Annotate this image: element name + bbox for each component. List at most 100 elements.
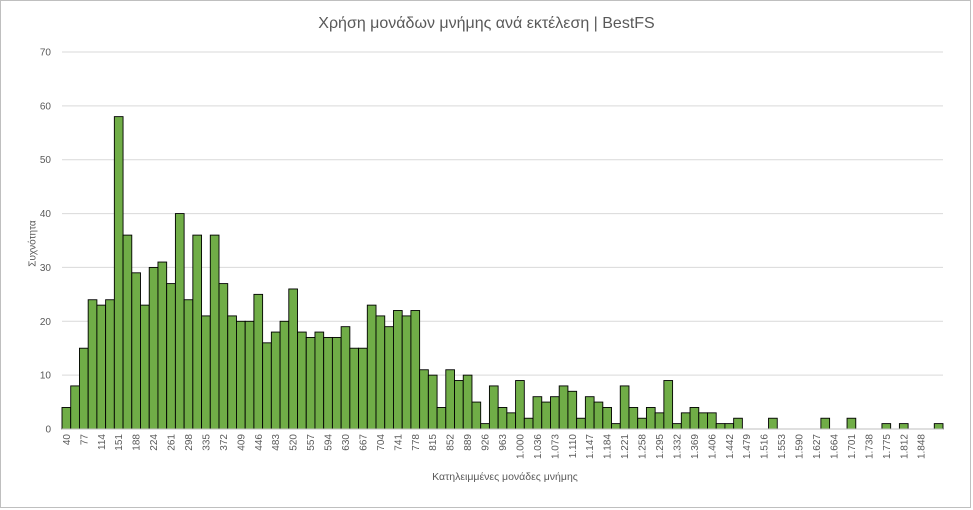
histogram-bar bbox=[645, 407, 656, 430]
x-tick-label: 1.369 bbox=[690, 434, 701, 459]
histogram-bar bbox=[148, 266, 159, 430]
histogram-bar bbox=[933, 423, 944, 430]
histogram-bar bbox=[122, 234, 133, 430]
x-tick-label: 40 bbox=[62, 434, 73, 446]
histogram-bar bbox=[366, 304, 377, 430]
histogram-bar bbox=[209, 234, 220, 430]
histogram-bar bbox=[105, 299, 115, 430]
histogram-bar bbox=[680, 412, 691, 430]
histogram-bar bbox=[419, 369, 429, 430]
x-tick-label: 1.147 bbox=[585, 434, 596, 459]
x-tick-label: 409 bbox=[236, 434, 247, 451]
histogram-bar bbox=[550, 396, 560, 430]
histogram-bar bbox=[410, 310, 421, 430]
x-tick-label: 1.295 bbox=[655, 434, 666, 459]
histogram-bar bbox=[436, 407, 447, 430]
histogram-bar bbox=[602, 407, 612, 430]
y-tick-label: 30 bbox=[40, 263, 52, 274]
x-tick-label: 1.553 bbox=[777, 434, 788, 459]
histogram-bar bbox=[454, 380, 464, 430]
histogram-bar bbox=[358, 347, 368, 430]
histogram-bar bbox=[218, 283, 229, 430]
histogram-bar bbox=[523, 417, 534, 430]
x-tick-label: 557 bbox=[306, 434, 317, 451]
histogram-bar bbox=[593, 401, 604, 430]
histogram-bar bbox=[541, 401, 551, 430]
x-tick-label: 298 bbox=[184, 434, 195, 451]
histogram-bar bbox=[480, 423, 490, 430]
histogram-bar bbox=[183, 299, 194, 430]
histogram-bar bbox=[715, 423, 726, 430]
x-tick-label: 1.332 bbox=[672, 434, 683, 459]
histogram-bar bbox=[532, 396, 543, 430]
histogram-bar bbox=[611, 423, 621, 430]
histogram-bar bbox=[471, 401, 482, 430]
histogram-bar bbox=[488, 385, 499, 430]
histogram-bar bbox=[262, 342, 272, 430]
x-tick-label: 1.258 bbox=[638, 434, 649, 459]
x-tick-label: 594 bbox=[324, 434, 335, 451]
y-tick-label: 20 bbox=[40, 317, 52, 328]
histogram-bar bbox=[698, 412, 708, 430]
y-tick-label: 10 bbox=[40, 371, 52, 382]
histogram-bar bbox=[305, 336, 316, 430]
x-tick-label: 630 bbox=[341, 434, 352, 451]
histogram-bar bbox=[898, 423, 909, 430]
histogram-bar bbox=[288, 288, 298, 430]
histogram-bar bbox=[375, 315, 386, 430]
x-tick-label: 1.848 bbox=[917, 434, 928, 459]
histogram-bar bbox=[497, 407, 508, 430]
histogram-bar bbox=[445, 369, 455, 430]
x-tick-label: 1.073 bbox=[550, 434, 561, 459]
histogram-bar bbox=[253, 293, 264, 430]
histogram-bar bbox=[166, 283, 176, 430]
x-tick-label: 1.442 bbox=[725, 434, 736, 459]
x-tick-label: 778 bbox=[411, 434, 422, 451]
histogram-bar bbox=[340, 326, 351, 430]
histogram-bar bbox=[689, 407, 700, 430]
x-tick-label: 1.738 bbox=[864, 434, 875, 459]
histogram-bar bbox=[515, 380, 525, 430]
x-tick-label: 1.627 bbox=[812, 434, 823, 459]
histogram-bar bbox=[323, 336, 333, 430]
x-tick-label: 1.812 bbox=[899, 434, 910, 459]
y-tick-label: 40 bbox=[40, 209, 52, 220]
x-tick-label: 852 bbox=[446, 434, 457, 451]
histogram-bar bbox=[244, 320, 255, 430]
x-tick-label: 1.701 bbox=[847, 434, 858, 459]
histogram-bar bbox=[236, 320, 246, 430]
histogram-bar bbox=[724, 423, 735, 430]
histogram-bar bbox=[270, 331, 281, 430]
x-tick-label: 151 bbox=[114, 434, 125, 451]
histogram-bar bbox=[820, 417, 831, 430]
y-tick-label: 50 bbox=[40, 155, 52, 166]
histogram-bar bbox=[393, 310, 403, 430]
histogram-bar bbox=[619, 385, 630, 430]
histogram-bar bbox=[140, 304, 150, 430]
x-tick-label: 77 bbox=[79, 434, 90, 446]
x-tick-label: 520 bbox=[289, 434, 300, 451]
histogram-bar bbox=[157, 261, 168, 430]
histogram-bar bbox=[462, 374, 473, 430]
histogram-bar bbox=[506, 412, 517, 430]
histogram-bar bbox=[227, 315, 237, 430]
x-tick-label: 1.516 bbox=[760, 434, 771, 459]
histogram-bar bbox=[654, 412, 665, 430]
x-axis-label: Κατηλειμμένες μονάδες μνήμης bbox=[432, 471, 578, 483]
x-tick-label: 1.221 bbox=[620, 434, 631, 459]
histogram-bar bbox=[87, 299, 98, 430]
histogram-bar bbox=[768, 417, 778, 430]
x-tick-label: 815 bbox=[428, 434, 439, 451]
x-tick-label: 889 bbox=[463, 434, 474, 451]
x-tick-label: 1.664 bbox=[829, 434, 840, 459]
histogram-bar bbox=[279, 320, 290, 430]
histogram-bar bbox=[131, 272, 141, 430]
histogram-bar bbox=[384, 326, 394, 430]
histogram-bar bbox=[846, 417, 857, 430]
y-tick-label: 60 bbox=[40, 101, 52, 112]
histogram-bar bbox=[427, 374, 438, 430]
y-tick-label: 70 bbox=[40, 48, 52, 59]
x-tick-label: 188 bbox=[132, 434, 143, 451]
histogram-bar bbox=[331, 336, 342, 430]
